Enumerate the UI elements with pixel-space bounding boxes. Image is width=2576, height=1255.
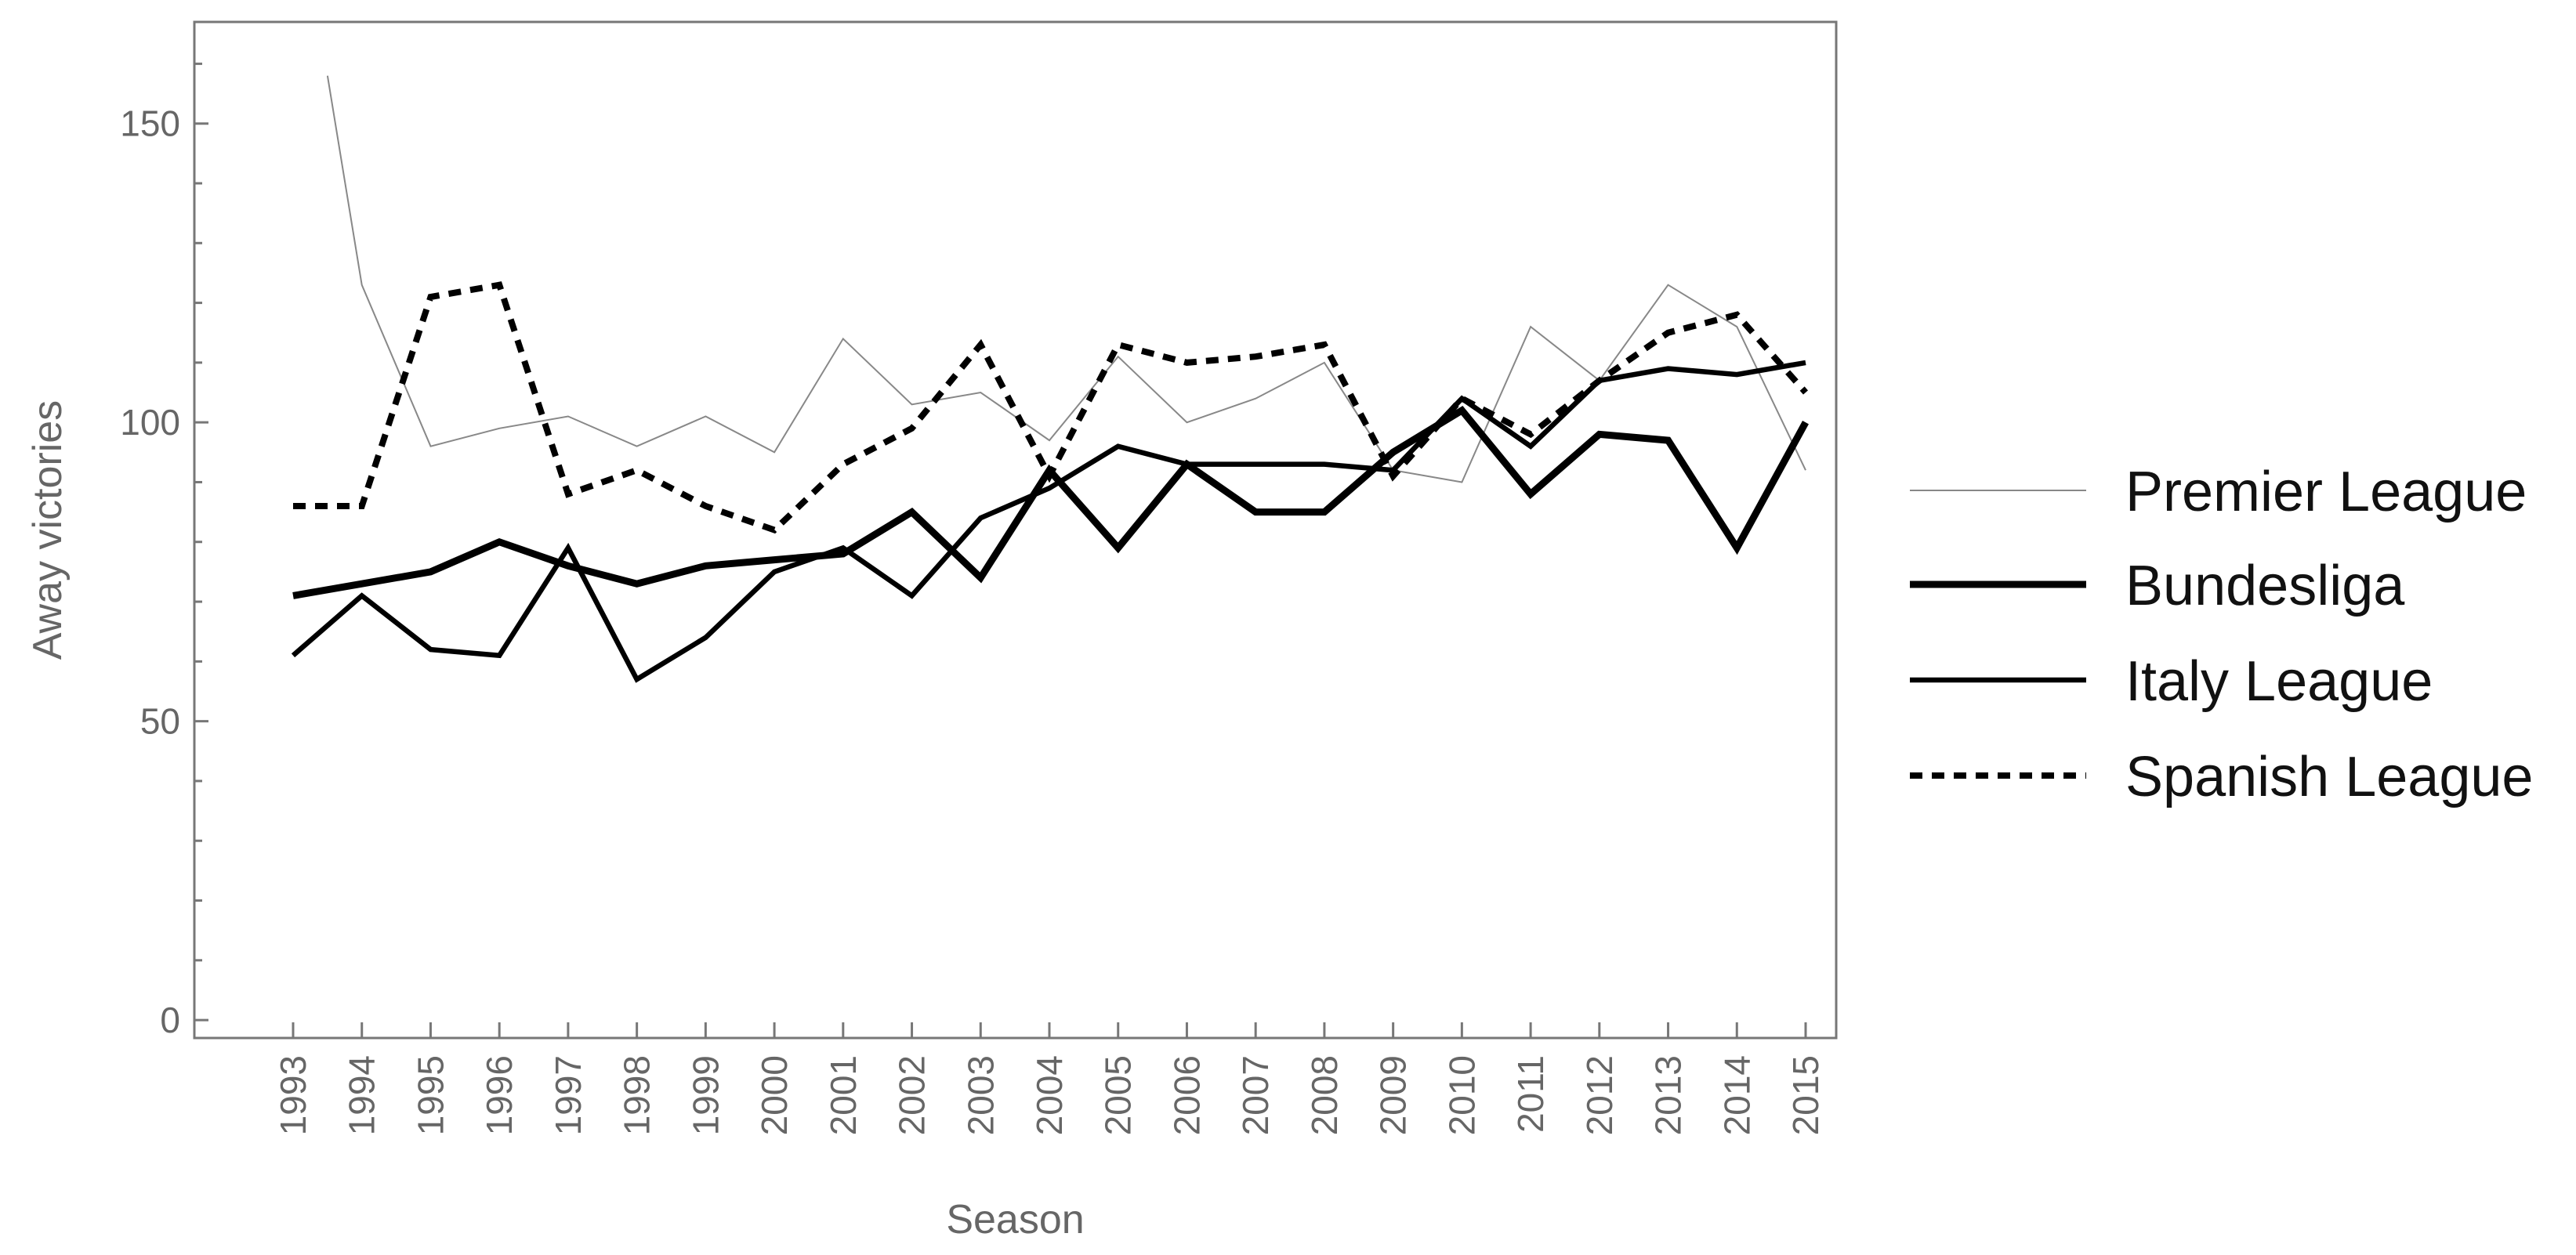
- x-axis-title: Season: [946, 1197, 1084, 1242]
- x-tick-label: 2003: [960, 1055, 1001, 1135]
- x-tick-label: 2004: [1029, 1055, 1070, 1135]
- series-spanish-league-line: [293, 281, 1808, 534]
- x-tick-label: 2002: [892, 1055, 933, 1135]
- y-tick-label: 0: [160, 1000, 180, 1040]
- x-tick-label: 2013: [1648, 1055, 1689, 1135]
- x-tick-label: 1998: [617, 1055, 658, 1135]
- y-tick-label: 150: [120, 103, 180, 144]
- legend-label-italy-league: Italy League: [2125, 650, 2433, 713]
- legend: Premier League Bundesliga Italy League Span…: [1910, 461, 2533, 808]
- x-tick-label: 1997: [548, 1055, 589, 1135]
- y-tick-label: 50: [140, 701, 180, 742]
- x-tick-label: 2001: [823, 1055, 864, 1135]
- legend-label-premier-league: Premier League: [2125, 461, 2527, 523]
- y-axis: 0 50 100 150: [120, 62, 208, 1040]
- x-tick-label: 1996: [479, 1055, 520, 1135]
- x-tick-label: 1993: [273, 1055, 313, 1135]
- x-tick-label: 2005: [1098, 1055, 1139, 1135]
- x-tick-label: 2010: [1441, 1055, 1482, 1135]
- series-italy-league-line: [291, 360, 1806, 683]
- x-tick-label: 1995: [410, 1055, 451, 1135]
- x-tick-label: 2009: [1373, 1055, 1414, 1135]
- x-tick-label: 2006: [1166, 1055, 1207, 1135]
- y-axis-title: Away victories: [25, 400, 71, 660]
- plot-border: [193, 20, 1838, 1040]
- x-tick-label: 2014: [1716, 1055, 1757, 1135]
- x-tick-label: 2000: [754, 1055, 795, 1135]
- series-layer: [291, 75, 1809, 683]
- y-tick-label: 100: [120, 402, 180, 443]
- legend-label-bundesliga: Bundesliga: [2125, 555, 2405, 617]
- series-premier-league-line: [326, 75, 1806, 483]
- x-tick-label: 2007: [1235, 1055, 1276, 1135]
- plot-frame: [193, 20, 1838, 1040]
- x-tick-label: 1999: [685, 1055, 726, 1135]
- legend-label-spanish-league: Spanish League: [2125, 746, 2533, 808]
- x-axis: 1993 1994 1995 1996 1997 1998 1999 2000 2001 2002…: [273, 1022, 1826, 1135]
- x-tick-label: 2008: [1304, 1055, 1345, 1135]
- x-tick-label: 1994: [342, 1055, 382, 1135]
- x-tick-label: 2012: [1579, 1055, 1620, 1135]
- x-tick-label: 2015: [1785, 1055, 1826, 1135]
- x-tick-label: 2011: [1510, 1055, 1551, 1133]
